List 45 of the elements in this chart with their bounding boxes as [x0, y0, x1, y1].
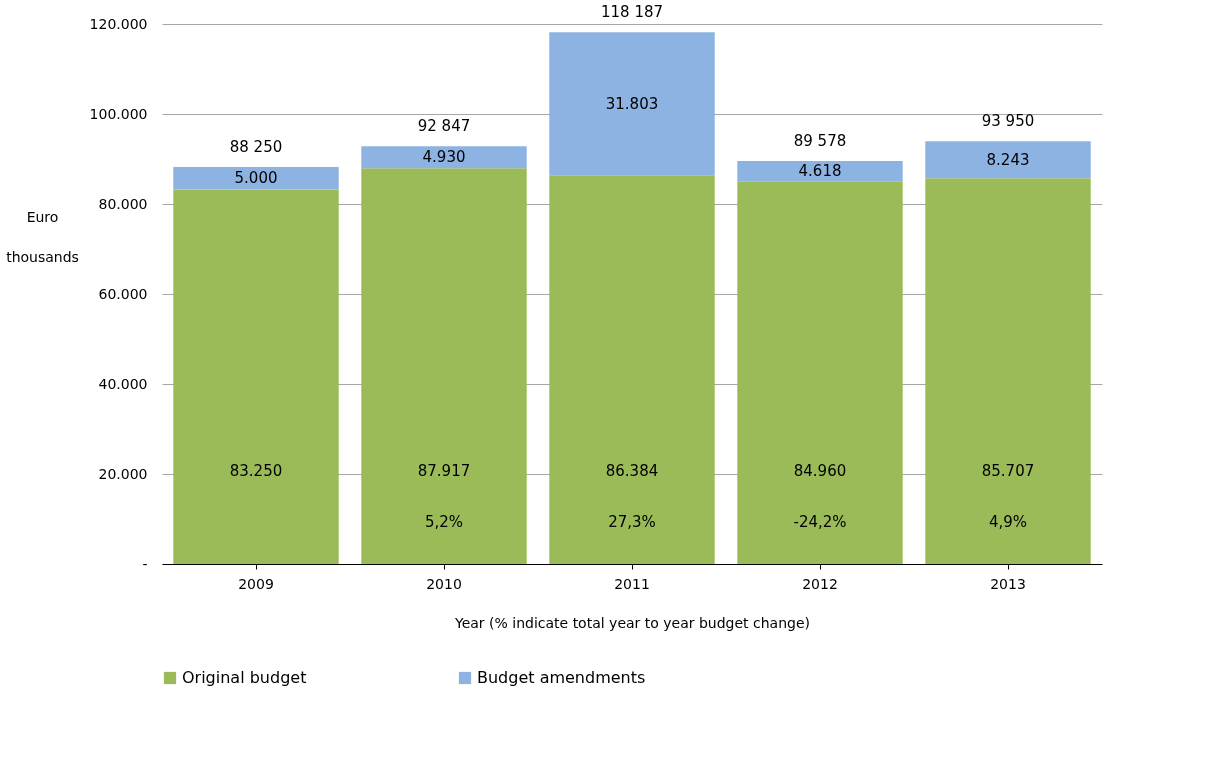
- bar: [361, 168, 527, 564]
- legend-label: Budget amendments: [477, 668, 646, 687]
- total-label: 92 847: [417, 117, 471, 136]
- data-label: 85.707: [981, 462, 1035, 480]
- x-tick-label: 2009: [238, 575, 274, 592]
- data-label: 31.803: [605, 94, 659, 113]
- data-label: 4.930: [422, 148, 466, 167]
- data-label: 4.618: [798, 162, 842, 181]
- y-tick-label: 20.000: [98, 465, 148, 482]
- total-label: 93 950: [981, 112, 1035, 131]
- x-tick-label: 2010: [426, 575, 462, 592]
- total-label: 88 250: [229, 137, 283, 156]
- total-label: 118 187: [600, 3, 664, 22]
- bar: [173, 189, 339, 564]
- y-tick-label: 120.000: [89, 15, 148, 32]
- annotation: -24,2%: [793, 513, 847, 531]
- y-tick-label: 60.000: [98, 285, 148, 302]
- x-tick-label: 2011: [614, 575, 650, 592]
- annotation: 5,2%: [424, 513, 464, 531]
- total-label: 89 578: [793, 131, 847, 150]
- data-label: 84.960: [793, 462, 847, 480]
- data-label: 87.917: [417, 462, 471, 480]
- x-tick-label: 2013: [990, 575, 1026, 592]
- data-label: 86.384: [605, 462, 659, 480]
- y-tick-label: -: [142, 555, 148, 572]
- bar: [173, 166, 339, 190]
- text: Euro thousands: [6, 208, 79, 265]
- annotation: 27,3%: [608, 513, 656, 531]
- data-label: 8.243: [986, 150, 1030, 169]
- annotation: 4,9%: [988, 513, 1028, 531]
- data-label: 83.250: [229, 462, 283, 480]
- bar: [737, 160, 903, 182]
- bar: [549, 175, 715, 564]
- bar: [737, 181, 903, 564]
- bar: [549, 32, 715, 176]
- data-label: 5.000: [234, 169, 278, 188]
- x-tick-label: 2012: [802, 575, 838, 592]
- y-tick-label: 100.000: [89, 105, 148, 122]
- y-tick-label: 40.000: [98, 375, 148, 392]
- bar: [925, 141, 1091, 179]
- y-tick-label: 80.000: [98, 195, 148, 212]
- x-axis-title: Year (% indicate total year to year budget change): [453, 614, 811, 631]
- bar: [361, 146, 527, 169]
- legend-label: Original budget: [182, 668, 307, 687]
- bar: [925, 178, 1091, 564]
